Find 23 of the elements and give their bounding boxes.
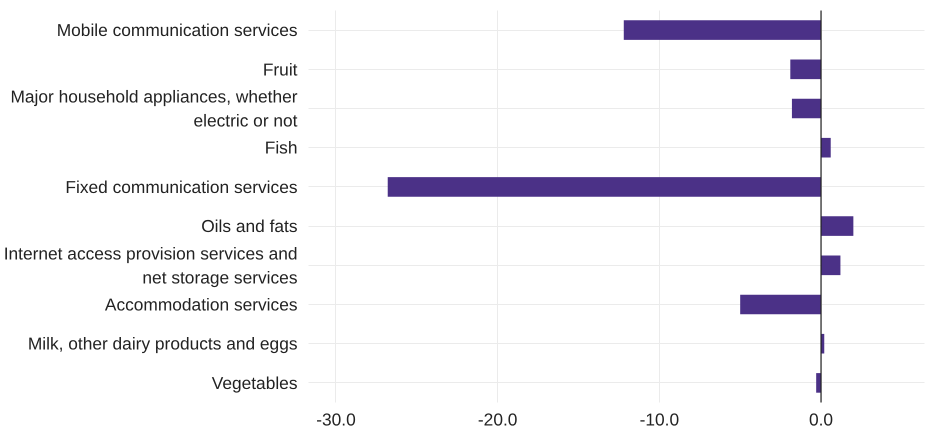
- y-tick-label: Fruit: [262, 59, 298, 80]
- y-tick-label: Vegetables: [212, 372, 298, 393]
- x-tick-label: 0.0: [808, 410, 834, 428]
- y-tick-label: Fish: [264, 138, 298, 158]
- bar: [792, 98, 822, 118]
- bar: [624, 20, 822, 40]
- bar: [821, 216, 854, 236]
- x-tick-label: -30.0: [316, 410, 356, 428]
- y-tick-label: Internet access provision services and net storage services: [4, 243, 298, 288]
- y-tick-label: Fixed communication services: [65, 176, 298, 197]
- y-tick-label: Accommodation services: [104, 294, 298, 314]
- bar: [816, 373, 822, 393]
- y-tick-label: Oils and fats: [201, 216, 298, 236]
- y-tick-label: Major household appliances, whether electric or not: [10, 86, 298, 130]
- bar: [740, 294, 822, 314]
- y-tick-label: Mobile communication services: [56, 20, 298, 40]
- bar: [388, 177, 822, 197]
- y-tick-label: Milk, other dairy products and eggs: [28, 334, 298, 354]
- bar: [821, 256, 840, 276]
- bar: [821, 138, 831, 158]
- x-tick-label: -20.0: [478, 410, 518, 428]
- bar: [790, 60, 822, 80]
- x-tick-label: -10.0: [640, 410, 680, 428]
